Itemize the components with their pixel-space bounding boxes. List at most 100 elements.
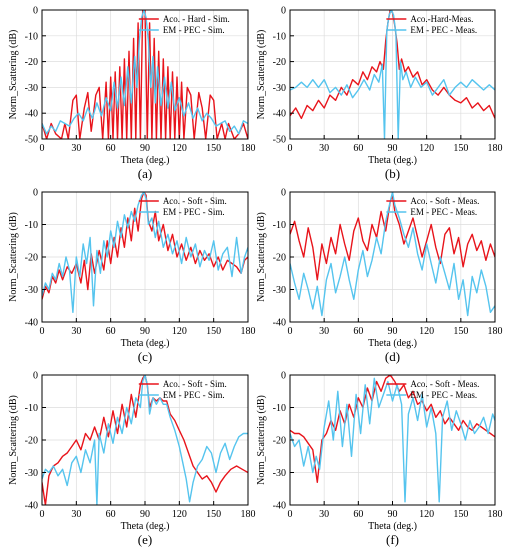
x-tick-label: 60	[106, 509, 116, 520]
chart-panel: 0 30 60 90 120 150 180 0 -10 -20 -30 -40 Theta (deg.…	[8, 371, 256, 548]
legend-label: Aco.-Hard-Meas.	[410, 14, 473, 24]
legend-label: Aco. - Soft - Sim.	[163, 196, 227, 206]
y-tick-label: -30	[273, 285, 286, 296]
x-tick-label: 90	[388, 143, 398, 154]
y-tick-label: -10	[25, 31, 38, 42]
series-group	[290, 375, 495, 503]
x-tick-label: 0	[288, 326, 293, 337]
series-group	[42, 375, 248, 505]
y-tick-label: -30	[25, 468, 38, 479]
x-tick-label: 180	[241, 143, 256, 154]
y-tick-label: -20	[273, 253, 286, 264]
y-tick-label: -50	[25, 135, 38, 146]
y-tick-label: -30	[273, 468, 286, 479]
y-axis-label: Norm_Scattering (dB)	[8, 30, 19, 120]
series-group	[42, 10, 248, 139]
x-tick-label: 120	[172, 509, 187, 520]
x-tick-label: 30	[71, 326, 81, 337]
x-tick-label: 180	[241, 509, 256, 520]
chart-panel: 0 30 60 90 120 150 180 0 -10 -20 -30 -40 -50 Theta (d…	[8, 6, 256, 182]
x-tick-label: 30	[71, 509, 81, 520]
panel-caption: (c)	[138, 349, 152, 364]
x-tick-label: 0	[288, 143, 293, 154]
legend-label: EM - PEC - Sim.	[163, 25, 225, 35]
panel-caption: (a)	[138, 166, 152, 181]
y-axis-label: Norm_Scattering (dB)	[8, 212, 19, 302]
y-tick-label: 0	[281, 6, 286, 17]
x-tick-label: 120	[419, 143, 434, 154]
series-line	[290, 377, 495, 503]
x-tick-label: 90	[140, 143, 150, 154]
y-tick-label: -50	[273, 135, 286, 146]
y-tick-label: -40	[273, 501, 286, 512]
x-tick-label: 0	[40, 509, 45, 520]
y-tick-label: -30	[25, 83, 38, 94]
y-tick-label: 0	[33, 371, 38, 382]
x-tick-label: 0	[40, 143, 45, 154]
x-tick-label: 60	[106, 326, 116, 337]
x-tick-label: 120	[419, 509, 434, 520]
series-line	[290, 192, 495, 317]
series-group	[290, 192, 495, 317]
x-tick-label: 180	[488, 326, 503, 337]
x-axis-label: Theta (deg.)	[121, 521, 170, 532]
legend-label: EM - PEC - Meas.	[410, 25, 477, 35]
y-tick-label: -10	[25, 403, 38, 414]
x-tick-label: 90	[388, 326, 398, 337]
x-tick-label: 120	[172, 143, 187, 154]
chart-panel: 0 30 60 90 120 150 180 0 -10 -20 -30 -40 Theta (deg.…	[256, 371, 503, 548]
legend-label: Aco. - Soft - Meas.	[410, 196, 479, 206]
chart-panel: 0 30 60 90 120 150 180 0 -10 -20 -30 -40 -50 Theta (d…	[256, 6, 503, 182]
x-tick-label: 90	[140, 509, 150, 520]
x-axis-label: Theta (deg.)	[121, 155, 170, 166]
x-tick-label: 90	[388, 509, 398, 520]
x-axis-label: Theta (deg.)	[368, 521, 417, 532]
x-tick-label: 60	[353, 143, 363, 154]
x-tick-label: 150	[453, 326, 468, 337]
y-tick-label: -40	[273, 109, 286, 120]
y-tick-label: -40	[25, 109, 38, 120]
legend-label: Aco. - Soft - Meas.	[410, 379, 479, 389]
y-tick-label: -40	[25, 318, 38, 329]
x-tick-label: 120	[172, 326, 187, 337]
panel-caption: (e)	[138, 532, 152, 547]
series-line	[42, 375, 248, 505]
x-tick-label: 90	[140, 326, 150, 337]
x-tick-label: 180	[241, 326, 256, 337]
x-tick-label: 30	[319, 509, 329, 520]
y-tick-label: -40	[25, 501, 38, 512]
legend-label: Aco. - Soft - Sim.	[163, 379, 227, 389]
panel-caption: (d)	[385, 349, 400, 364]
panel-caption: (f)	[386, 532, 399, 547]
x-axis-label: Theta (deg.)	[368, 338, 417, 349]
y-tick-label: 0	[281, 371, 286, 382]
series-group	[42, 192, 248, 313]
y-tick-label: -20	[25, 436, 38, 447]
y-axis-label: Norm_Scattering (dB)	[8, 395, 19, 485]
x-tick-label: 0	[40, 326, 45, 337]
series-line	[290, 10, 495, 139]
legend-label: EM - PEC - Meas.	[410, 207, 477, 217]
x-tick-label: 60	[106, 143, 116, 154]
y-tick-label: -20	[273, 436, 286, 447]
x-tick-label: 30	[319, 326, 329, 337]
legend-label: Aco. - Hard - Sim.	[163, 14, 230, 24]
x-tick-label: 60	[353, 326, 363, 337]
y-tick-label: -40	[273, 318, 286, 329]
x-tick-label: 0	[288, 509, 293, 520]
series-line	[42, 375, 248, 505]
x-tick-label: 30	[71, 143, 81, 154]
y-tick-label: -10	[273, 403, 286, 414]
x-tick-label: 150	[453, 143, 468, 154]
x-axis-label: Theta (deg.)	[121, 338, 170, 349]
x-tick-label: 180	[488, 509, 503, 520]
x-tick-label: 120	[419, 326, 434, 337]
panel-caption: (b)	[385, 166, 400, 181]
y-tick-label: 0	[33, 188, 38, 199]
y-tick-label: 0	[33, 6, 38, 17]
y-axis-label: Norm_Scattering (dB)	[256, 30, 267, 120]
legend-label: EM - PEC - Meas.	[410, 390, 477, 400]
y-tick-label: -10	[273, 220, 286, 231]
